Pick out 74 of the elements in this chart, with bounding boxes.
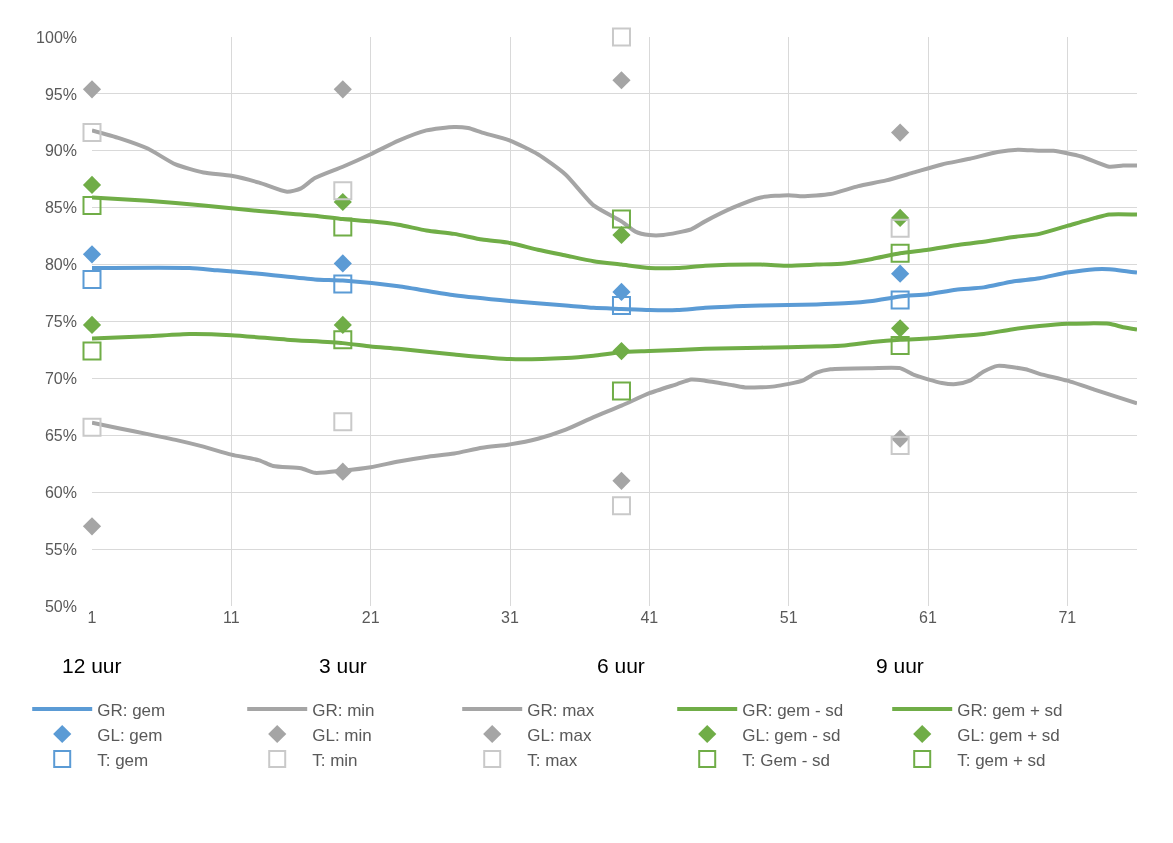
point: [82, 517, 102, 536]
x-tick-label: 71: [1058, 609, 1077, 626]
legend-label: GL: max: [527, 725, 592, 745]
point: [891, 123, 910, 142]
x-tick-label: 21: [361, 609, 380, 626]
point: [612, 341, 631, 361]
x-tick-label: 51: [779, 609, 798, 626]
point: [890, 335, 910, 355]
point: [891, 319, 910, 338]
point: [890, 243, 910, 263]
point: [333, 181, 353, 201]
legend-label: GR: gem + sd: [957, 700, 1063, 720]
text: 3 uur: [319, 654, 367, 677]
legend-label: GR: max: [527, 700, 595, 720]
legend-label: GR: gem: [97, 700, 166, 720]
point: [333, 412, 353, 432]
point: [333, 80, 352, 99]
text: 9 uur: [876, 654, 924, 677]
y-tick-label: 60%: [44, 483, 77, 501]
point: [82, 245, 102, 264]
point: [82, 417, 102, 437]
point: [333, 462, 352, 481]
y-tick-label: 50%: [44, 597, 77, 615]
point: [612, 471, 631, 490]
legend-label: GL: gem + sd: [957, 725, 1060, 745]
y-tick-label: 90%: [44, 142, 77, 160]
point: [333, 330, 353, 350]
point: [890, 436, 910, 456]
point: [612, 71, 631, 90]
point: [612, 225, 631, 245]
point: [333, 274, 353, 294]
point: [890, 218, 910, 238]
y-tick-label: 95%: [44, 85, 77, 103]
y-tick-label: 80%: [44, 256, 77, 274]
legend-label: T: gem: [97, 750, 149, 770]
point: [611, 296, 631, 316]
point: [611, 27, 631, 47]
point: [82, 195, 102, 215]
x-tick-label: 31: [501, 609, 519, 626]
point: [611, 209, 631, 229]
text: 6 uur: [597, 654, 645, 677]
point: [82, 315, 102, 335]
x-tick-label: 41: [640, 609, 659, 626]
y-tick-label: 100%: [36, 28, 77, 46]
legend-label: GR: gem - sd: [742, 700, 844, 720]
point: [82, 175, 102, 195]
x-tick-label: 61: [919, 609, 937, 626]
legend-label: T: gem + sd: [957, 750, 1046, 770]
legend-label: GR: min: [312, 700, 375, 720]
y-tick-label: 70%: [44, 370, 77, 387]
point: [82, 341, 102, 361]
y-tick-label: 75%: [44, 313, 77, 331]
x-tick-label: 11: [223, 609, 240, 626]
y-tick-label: 55%: [44, 540, 77, 558]
y-tick-label: 85%: [44, 199, 77, 217]
legend-label: GL: gem: [97, 725, 163, 745]
point: [891, 264, 910, 283]
legend-label: T: max: [527, 750, 578, 770]
point: [82, 123, 102, 143]
legend-label: T: Gem - sd: [742, 750, 831, 770]
point: [333, 315, 352, 335]
point: [611, 496, 631, 516]
legend-label: GL: min: [312, 725, 372, 745]
point: [333, 254, 352, 273]
point: [82, 80, 102, 99]
point: [611, 381, 631, 401]
text: 12 uur: [62, 654, 122, 677]
point: [82, 269, 102, 289]
y-tick-label: 65%: [44, 426, 77, 444]
point: [333, 217, 353, 237]
x-tick-label: 1: [87, 609, 97, 626]
legend-label: T: min: [312, 750, 358, 770]
point: [890, 290, 910, 310]
legend-label: GL: gem - sd: [742, 725, 841, 745]
